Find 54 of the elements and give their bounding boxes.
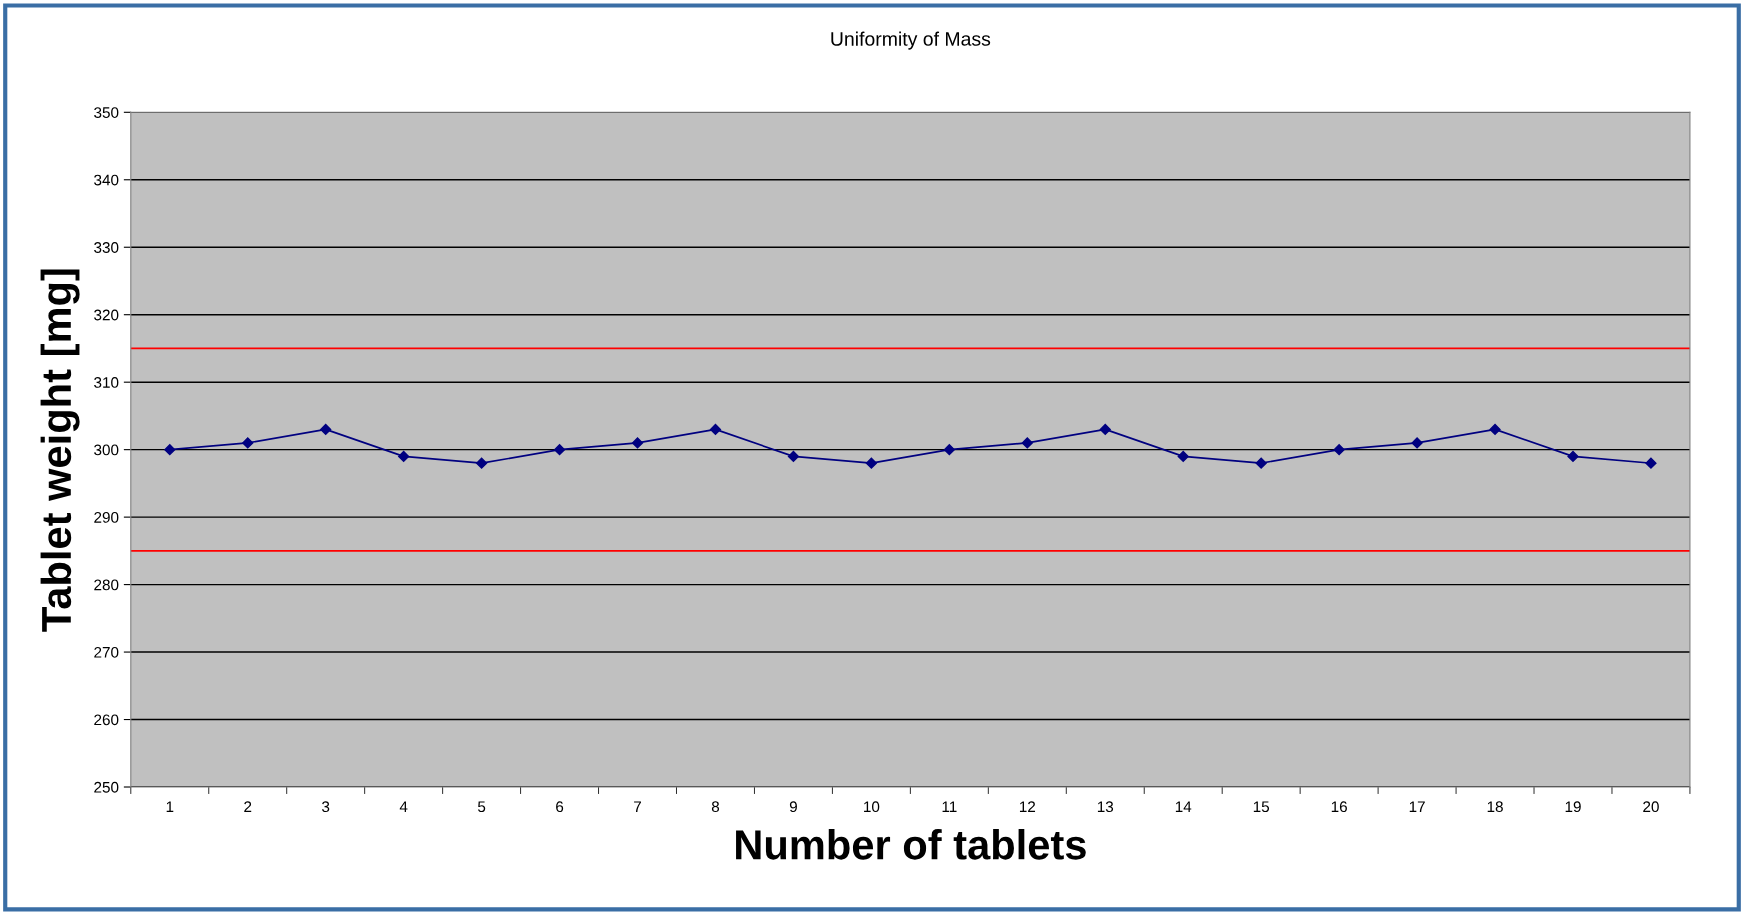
y-tick-label: 350	[94, 107, 119, 118]
x-tick-label: 5	[477, 801, 486, 813]
x-tick-label: 12	[1019, 801, 1036, 812]
x-tick-label: 15	[1253, 801, 1270, 813]
y-tick-label: 340	[94, 174, 119, 186]
x-tick-label: 1	[166, 801, 174, 812]
point	[476, 457, 488, 469]
point	[865, 457, 877, 469]
x-tick-label: 7	[634, 801, 641, 812]
point	[787, 450, 800, 463]
point	[242, 437, 254, 449]
x-tick-label: 3	[322, 801, 330, 813]
point	[320, 423, 332, 436]
y-tick-label: 270	[94, 646, 119, 658]
point	[943, 444, 955, 456]
point	[1099, 423, 1111, 436]
x-tick-label: 20	[1643, 801, 1659, 813]
y-tick-label: 310	[94, 377, 119, 388]
y-tick-label: 250	[94, 781, 119, 793]
point	[1489, 423, 1501, 436]
chart-title: Uniformity of Mass	[831, 31, 991, 50]
y-tick-label: 290	[94, 511, 119, 523]
point	[709, 423, 722, 436]
x-tick-label: 14	[1175, 801, 1192, 812]
y-tick-label: 330	[94, 242, 119, 253]
point	[553, 444, 566, 456]
point	[1177, 450, 1189, 463]
y-tick-label: 260	[94, 714, 119, 726]
x-tick-label: 17	[1409, 801, 1425, 812]
x-tick-label: 16	[1331, 801, 1347, 813]
point	[398, 450, 410, 463]
point	[1255, 457, 1267, 469]
y-axis-title: Tablet weight [mg]	[40, 269, 80, 632]
x-tick-label: 19	[1565, 801, 1581, 813]
x-tick-label: 6	[556, 801, 564, 813]
point	[1645, 457, 1657, 469]
y-tick-label: 300	[94, 444, 119, 456]
point	[164, 444, 176, 456]
point	[1333, 444, 1345, 456]
x-tick-label: 9	[789, 801, 797, 813]
x-tick-label: 18	[1487, 801, 1503, 813]
x-axis-title: Number of tablets	[736, 829, 1086, 860]
x-tick-label: 8	[711, 801, 720, 813]
point	[631, 437, 644, 449]
point	[1567, 450, 1579, 463]
y-tick-label: 280	[94, 579, 119, 591]
point	[1411, 437, 1423, 449]
x-tick-label: 4	[399, 801, 408, 812]
y-tick-label: 320	[94, 309, 119, 321]
x-tick-label: 10	[864, 801, 880, 813]
x-tick-label: 13	[1097, 801, 1114, 813]
x-tick-label: 2	[244, 801, 252, 812]
x-tick-label: 11	[942, 801, 957, 812]
point	[1021, 437, 1033, 449]
